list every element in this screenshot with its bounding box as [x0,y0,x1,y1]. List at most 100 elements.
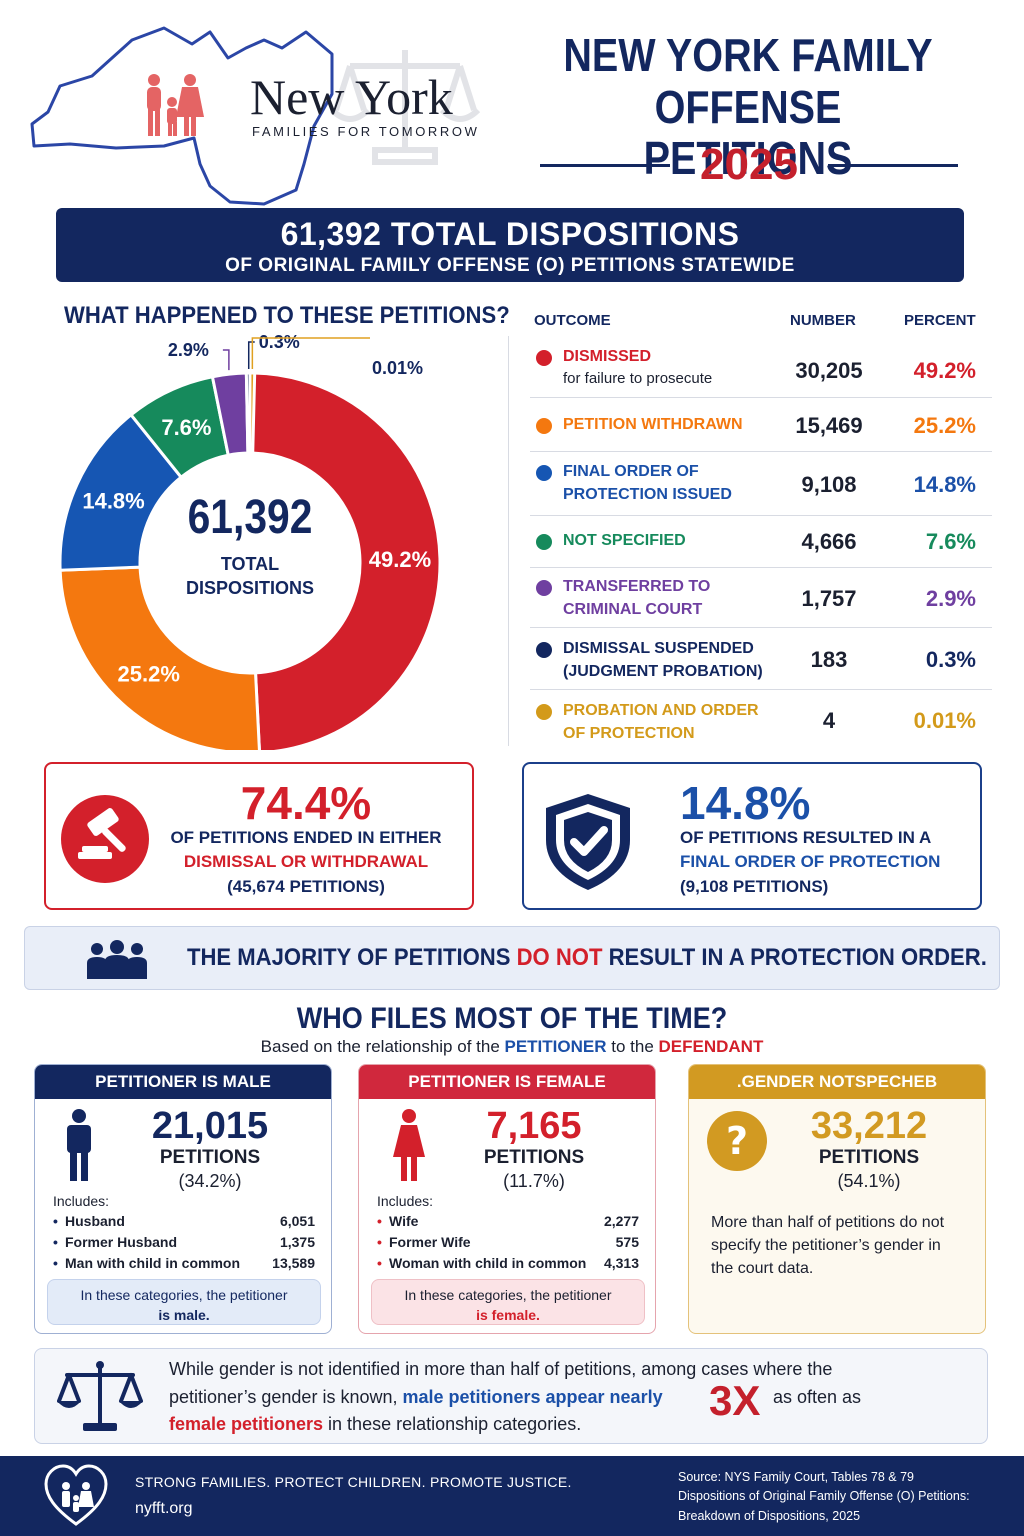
legend-dot [536,534,552,550]
subtitle-text: Based on the relationship of the [260,1037,505,1056]
conclusion-line: While gender is not identified in more t… [169,1359,833,1379]
table-header-outcome: OUTCOME [534,312,611,329]
includes-label: Includes: [53,1193,110,1209]
donut-slice [248,371,442,750]
divider [540,164,670,167]
outcome-label: OF PROTECTION [563,725,695,742]
footer-website-link[interactable]: nyfft.org [135,1500,193,1517]
card-count: 7,165 [486,1105,582,1147]
conclusion-multiplier: 3X [709,1377,761,1424]
note-text: In these categories, the petitioner [404,1287,612,1303]
list-item-label: Man with child in common [65,1255,240,1271]
list-item-value: 1,375 [279,1234,315,1250]
outcome-label: (JUDGMENT PROBATION) [563,663,763,680]
card-petitions-label: PETITIONS [159,1147,261,1168]
table-row: TRANSFERRED TO CRIMINAL COURT 1,757 2.9% [530,568,992,628]
page-title-line1: NEW YORK FAMILY [563,29,933,81]
male-person-icon [67,1109,91,1181]
slice-label: 14.8% [82,489,144,514]
source-text: Source: NYS Family Court, Tables 78 & 79 [678,1470,914,1484]
outcome-label: DISMISSED [563,348,652,365]
card-note: In these categories, the petitioner is fe… [371,1279,645,1325]
card-count: 21,015 [151,1105,269,1147]
majority-text-post: RESULT IN A PROTECTION ORDER. [602,944,987,971]
majority-text-pre: THE MAJORITY OF PETITIONS [187,944,517,971]
list-item: • Wife 2,277 [377,1213,639,1229]
gender-not-specified-card: .GENDER NOTSPECHEB ? 33,212 PETITIONS (5… [688,1064,986,1334]
list-item: • Woman with child in common 4,313 [377,1255,639,1271]
male-petitioner-card: PETITIONER IS MALE 21,015 PETITIONS (34.… [34,1064,332,1334]
table-row: DISMISSAL SUSPENDED (JUDGMENT PROBATION)… [530,628,992,690]
list-item-value: 2,277 [603,1213,639,1229]
card-description: More than half of petitions do not speci… [711,1211,944,1281]
donut-center-value: 61,392 [187,491,313,544]
outcome-number: 4,666 [801,529,857,554]
card-header: PETITIONER IS MALE [35,1065,331,1099]
protection-order-callout: 14.8% OF PETITIONS RESULTED IN A FINAL O… [522,762,982,910]
note-text: is female. [476,1306,540,1323]
outcome-number: 4 [822,708,836,733]
female-person-icon [393,1109,425,1181]
majority-statement-banner: THE MAJORITY OF PETITIONS DO NOT RESULT … [24,926,1000,990]
outcome-percent: 7.6% [925,529,976,554]
callout-text: OF PETITIONS RESULTED IN A [680,828,932,847]
list-item: • Former Wife 575 [377,1234,639,1250]
callout-value: 74.4% [240,777,372,829]
card-petitions-label: PETITIONS [483,1147,585,1168]
source-text: Dispositions of Original Family Offense … [678,1489,970,1504]
slice-label: 0.01% [372,358,423,378]
list-item-value: 13,589 [272,1255,315,1271]
footer-tagline: STRONG FAMILIES. PROTECT CHILDREN. PROMO… [135,1474,572,1490]
list-item-label: Husband [65,1213,125,1229]
note-text: is male. [158,1306,210,1323]
conclusion-male-emphasis: male petitioners appear nearly [402,1387,663,1407]
callout-text: OF PETITIONS ENDED IN EITHER [170,828,442,847]
callout-count: (45,674 PETITIONS) [227,877,385,896]
legend-dot [536,350,552,366]
svg-text:?: ? [726,1119,748,1163]
outcome-number: 15,469 [795,413,863,438]
page-title-line2: OFFENSE PETITIONS [643,81,853,184]
table-row: PROBATION AND ORDER OF PROTECTION 4 0.01… [530,690,992,748]
outcome-label: DISMISSAL SUSPENDED [563,640,754,657]
card-percent: (34.2%) [178,1171,242,1191]
list-item-label: Former Husband [65,1234,178,1250]
slice-label: 2.9% [168,340,209,360]
outcome-label: TRANSFERRED TO [563,578,711,595]
leader-line [251,337,370,370]
outcome-percent: 49.2% [913,358,976,383]
conclusion-female-emphasis: female petitioners [169,1414,324,1434]
family-heart-logo-icon [44,1464,108,1526]
legend-dot [536,418,552,434]
note-text: In these categories, the petitioner [80,1287,288,1303]
dispositions-donut-chart: 49.2% 25.2% 14.8% 7.6% 2.9% 0.3% 0.01% [58,332,442,750]
conclusion-text: petitioner’s gender is known, [169,1387,403,1407]
conclusion-line: petitioner’s gender is known, male petit… [169,1387,663,1408]
outcome-percent: 14.8% [913,472,976,497]
list-item-value: 4,313 [603,1255,639,1271]
section-subtitle: Based on the relationship of the PETITIO… [0,1037,1024,1057]
subtitle-defendant: DEFENDANT [658,1037,764,1056]
source-text: Breakdown of Dispositions, 2025 [678,1508,861,1523]
card-header: PETITIONER IS FEMALE [359,1065,655,1099]
table-header-percent: PERCENT [904,312,976,329]
list-item-label: Former Wife [389,1234,471,1250]
outcome-number: 30,205 [795,358,863,383]
banner-headline: 61,392 TOTAL DISPOSITIONS [280,216,740,252]
callout-text-emphasis: FINAL ORDER OF PROTECTION [680,852,941,871]
card-percent: (54.1%) [837,1171,901,1191]
table-row: DISMISSED for failure to prosecute 30,20… [530,336,992,398]
outcome-number: 183 [810,647,848,672]
footer: STRONG FAMILIES. PROTECT CHILDREN. PROMO… [0,1456,1024,1536]
table-row: PETITION WITHDRAWN 15,469 25.2% [530,398,992,452]
leader-line [222,349,230,371]
list-item-value: 6,051 [279,1213,315,1229]
description-text: More than half of petitions do not [711,1214,945,1231]
logo-wordmark: New York [250,69,453,125]
subtitle-text: to the [606,1037,659,1056]
page-year: 2025 [700,140,798,189]
footer-source: Source: NYS Family Court, Tables 78 & 79… [678,1468,970,1526]
conclusion-line: female petitioners in these relationship… [169,1414,581,1435]
donut-center-label: TOTAL [220,554,280,574]
list-item: • Former Husband 1,375 [53,1234,315,1250]
